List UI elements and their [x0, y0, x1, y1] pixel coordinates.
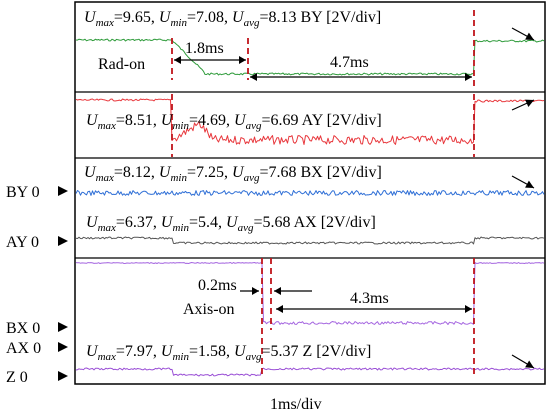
arrow-4.3ms-right: [465, 305, 472, 313]
channel-labels: BY 0 AY 0 BX 0 AX 0 Z 0: [6, 184, 68, 386]
scale-pointer-4-head: [525, 360, 534, 368]
scale-pointer-3-head: [525, 180, 534, 188]
arrow-4.7ms-right: [465, 73, 472, 81]
time-4.7ms-label: 4.7ms: [330, 54, 369, 71]
channel-label-Z: Z 0: [6, 369, 28, 386]
arrow-4.3ms-left: [276, 305, 283, 313]
event-markers: [171, 10, 475, 378]
stats-AY: Umax=8.51, Umin=4.69, Uavg=6.69 AY [2V/d…: [86, 112, 382, 132]
panel-dividers: [75, 91, 545, 259]
channel-marker-BY: [58, 186, 68, 196]
arrow-1.8ms-left: [174, 56, 181, 64]
stats-Z: Umax=7.97, Umin=1.58, Uavg=5.37 Z [2V/di…: [86, 343, 371, 363]
time-1.8ms-label: 1.8ms: [185, 40, 224, 57]
channel-label-AY: AY 0: [6, 234, 39, 251]
arrow-4.7ms-left: [250, 73, 257, 81]
stats-BY: Umax=9.65, Umin=7.08, Uavg=8.13 BY [2V/d…: [84, 9, 381, 29]
trace-BX: [75, 190, 545, 196]
arrow-0.2ms-in-head: [252, 287, 259, 295]
time-4.3ms-label: 4.3ms: [350, 290, 389, 307]
trace-Z: [75, 367, 545, 377]
arrow-0.2ms-out-head: [274, 287, 281, 295]
scale-pointer-2-head: [525, 99, 534, 107]
trace-stats: Umax=9.65, Umin=7.08, Uavg=8.13 BY [2V/d…: [84, 9, 382, 363]
channel-label-AX: AX 0: [6, 340, 41, 357]
trace-BY: [75, 38, 545, 76]
x-scale-label: 1ms/div: [270, 396, 322, 413]
channel-marker-AX: [58, 342, 68, 352]
stats-BX: Umax=8.12, Umin=7.25, Uavg=7.68 BX [2V/d…: [84, 164, 382, 184]
timing-arrows: [174, 27, 535, 369]
trace-AY: [75, 98, 545, 145]
stats-AX: Umax=6.37, Umin=5.4, Uavg=5.68 AX [2V/di…: [86, 214, 376, 234]
trace-group: [75, 38, 545, 377]
trace-AX: [75, 236, 545, 245]
trace-BX-lower: [75, 262, 545, 325]
rad-on-label: Rad-on: [98, 56, 145, 73]
channel-label-BY: BY 0: [6, 184, 40, 201]
plot-frame: [74, 1, 546, 385]
channel-marker-BX: [58, 322, 68, 332]
time-0.2ms-label: 0.2ms: [198, 277, 237, 294]
axis-on-label: Axis-on: [183, 301, 235, 318]
channel-marker-Z: [58, 371, 68, 381]
channel-label-BX: BX 0: [6, 320, 40, 337]
channel-marker-AY: [58, 236, 68, 246]
arrow-1.8ms-right: [239, 56, 246, 64]
scale-pointer-1-head: [525, 32, 534, 40]
